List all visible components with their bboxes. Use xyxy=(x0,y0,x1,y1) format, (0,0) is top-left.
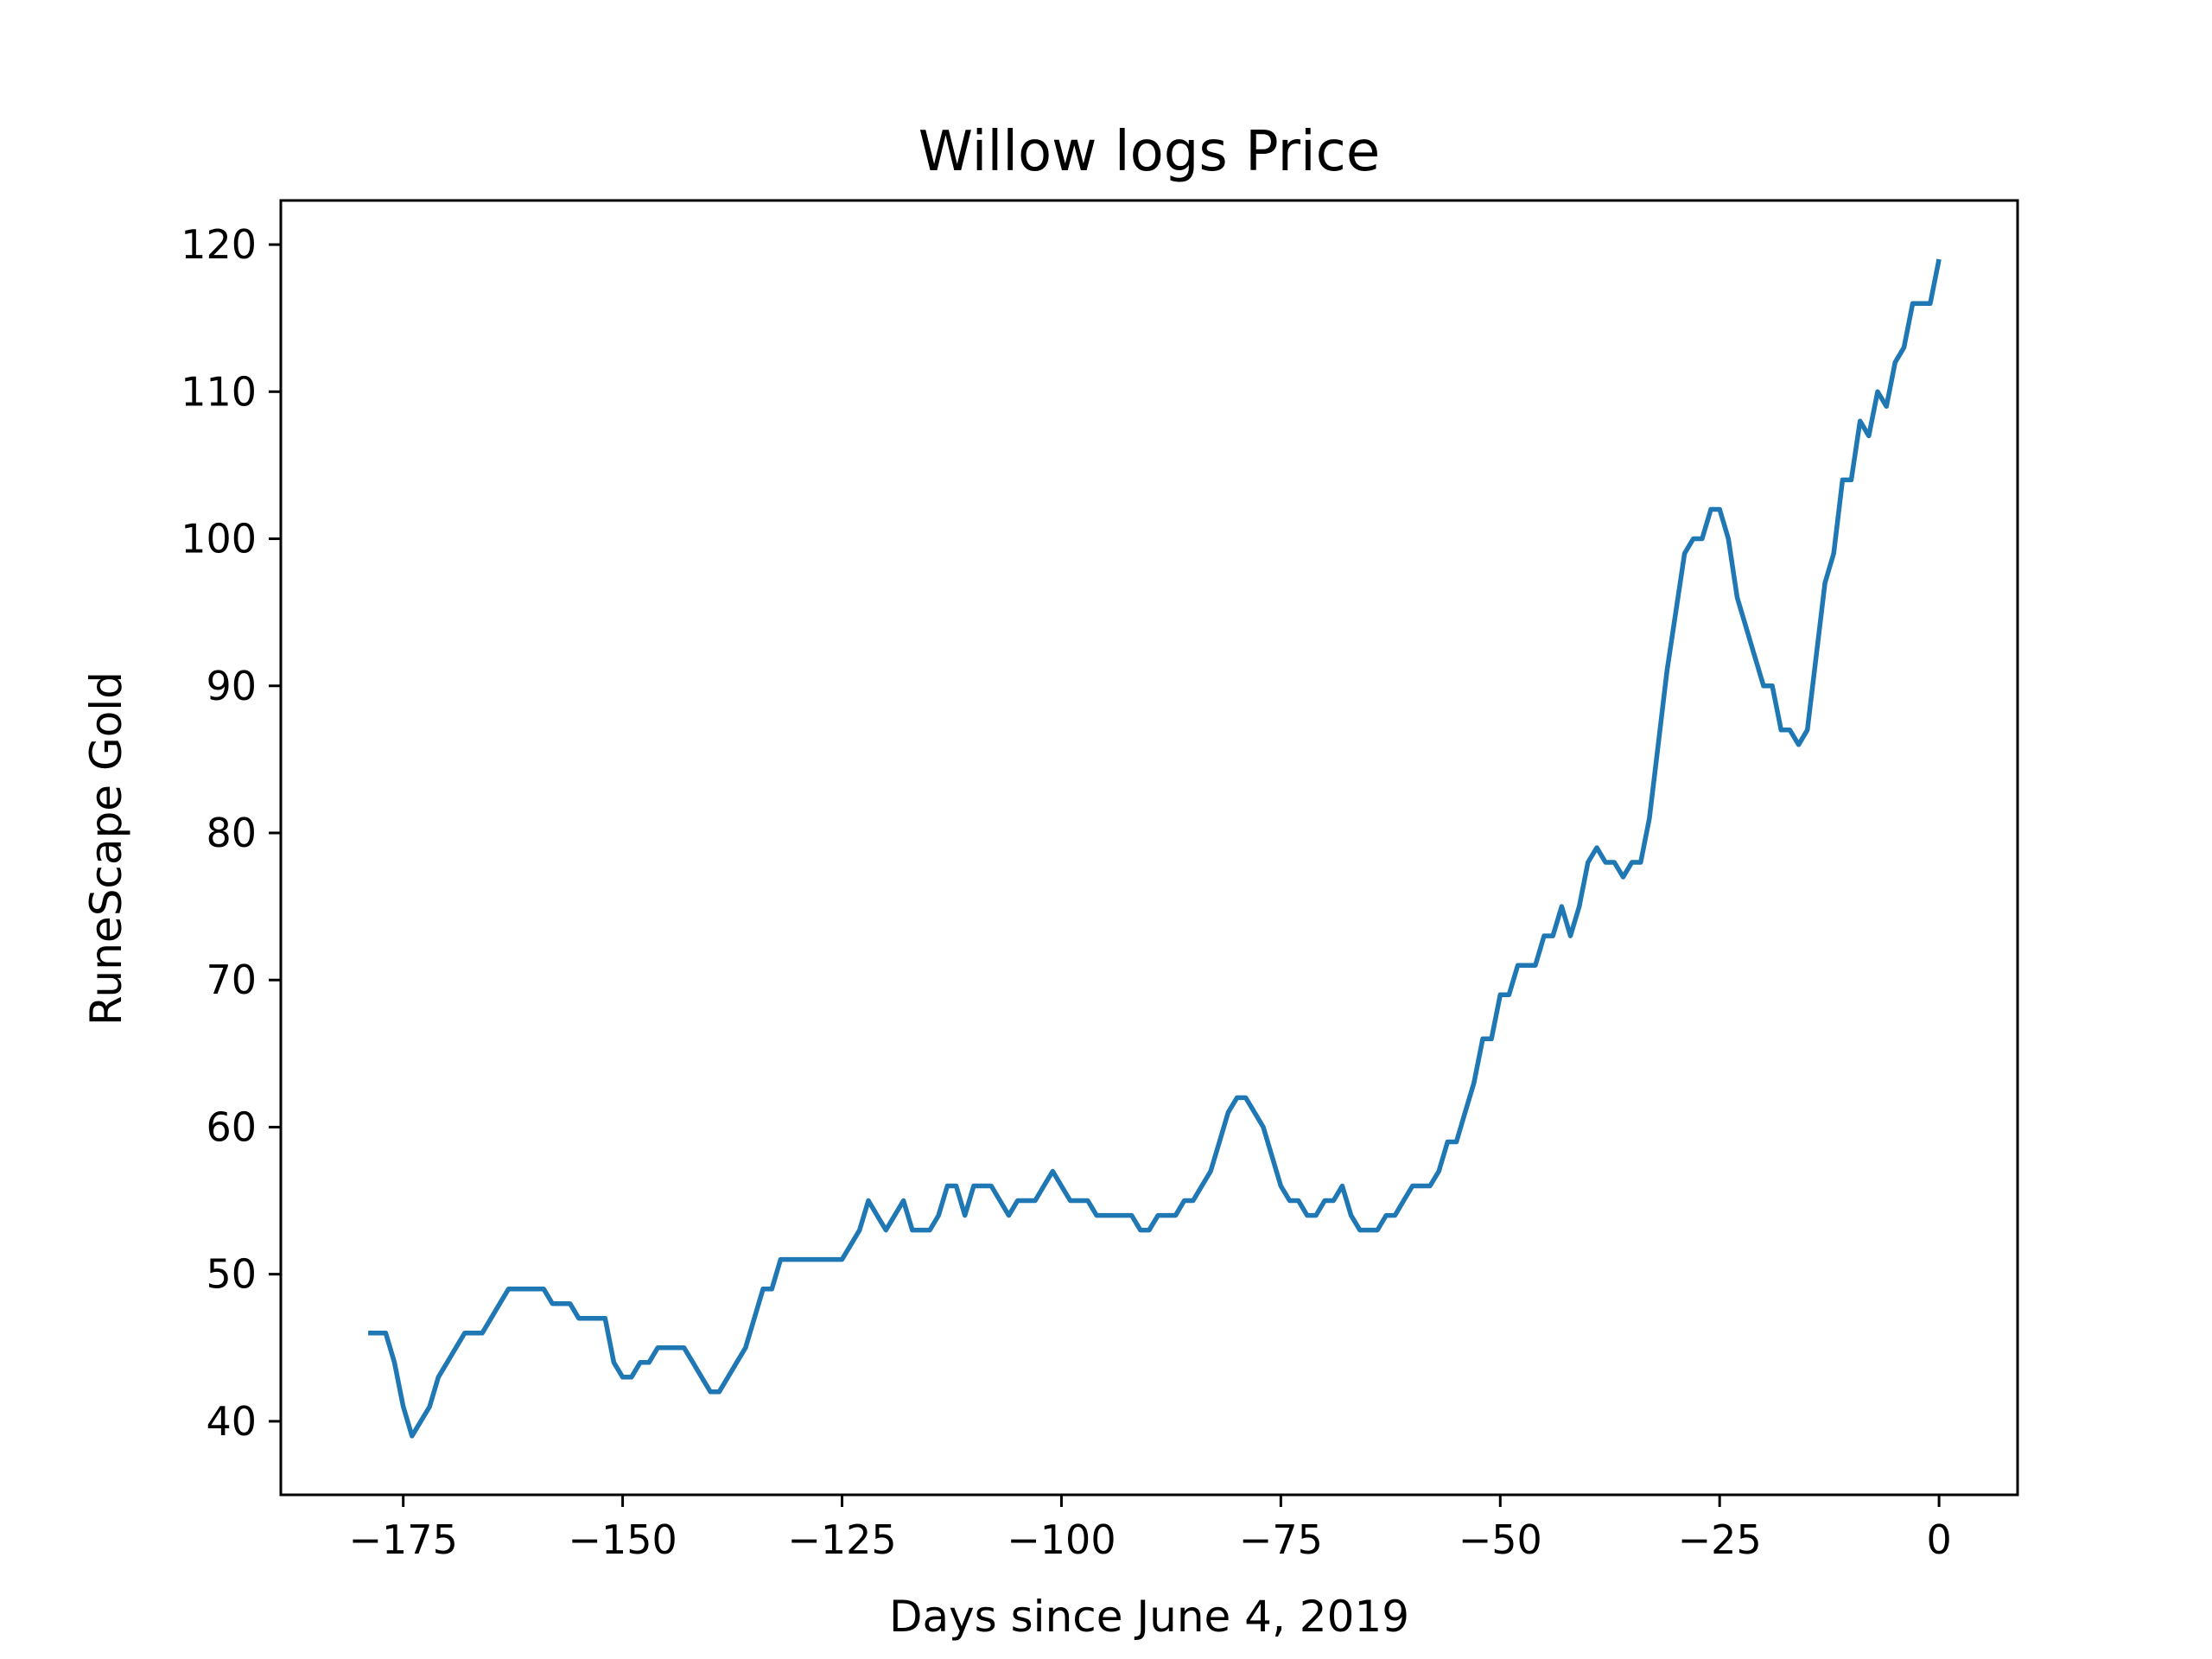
x-tick-label: −125 xyxy=(787,1516,896,1563)
x-tick-label: −25 xyxy=(1678,1516,1762,1563)
y-tick-label: 90 xyxy=(206,663,257,709)
chart-title: Willow logs Price xyxy=(918,120,1380,184)
y-tick-label: 100 xyxy=(181,516,257,563)
y-tick-label: 40 xyxy=(206,1398,257,1445)
plot-area xyxy=(279,199,2019,1497)
x-tick-label: −150 xyxy=(568,1516,677,1563)
plot-frame xyxy=(279,199,2019,1497)
y-tick-label: 60 xyxy=(206,1103,257,1150)
y-tick-label: 110 xyxy=(181,368,257,415)
y-tick-label: 50 xyxy=(206,1251,257,1298)
x-tick-label: 0 xyxy=(1926,1516,1951,1563)
x-axis: −175 −150 −125 −100 −75 −50 −25 0 xyxy=(349,1495,1952,1563)
series-line xyxy=(368,258,1942,1439)
x-axis-label: Days since June 4, 2019 xyxy=(889,1592,1409,1642)
y-axis: 40 50 60 70 80 90 100 110 120 xyxy=(181,221,281,1445)
x-tick-label: −75 xyxy=(1239,1516,1323,1563)
y-tick-label: 80 xyxy=(206,810,257,856)
y-tick-label: 120 xyxy=(181,221,257,268)
x-tick-label: −100 xyxy=(1007,1516,1116,1563)
y-tick-label: 70 xyxy=(206,957,257,1003)
x-tick-label: −175 xyxy=(349,1516,458,1563)
x-tick-label: −50 xyxy=(1459,1516,1542,1563)
y-axis-label: RuneScape Gold xyxy=(81,671,131,1026)
